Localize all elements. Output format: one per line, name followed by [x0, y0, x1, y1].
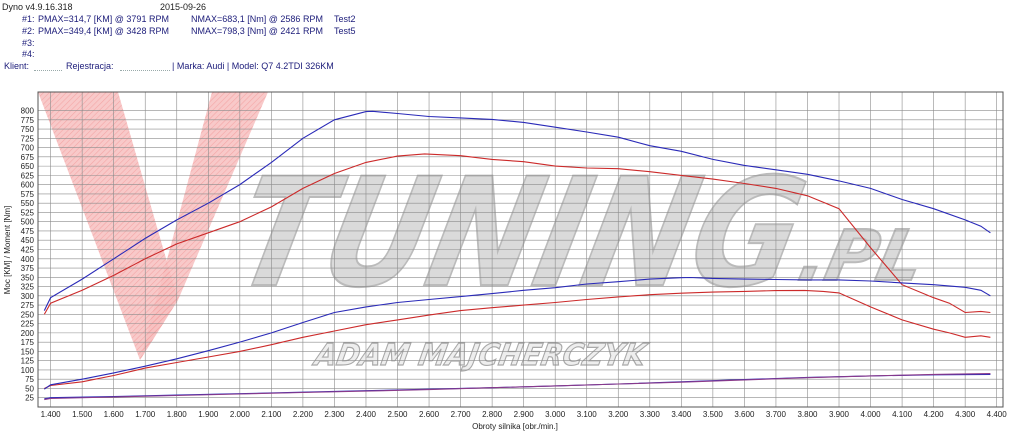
y-tick-label: 550: [21, 199, 35, 208]
logo-v-left: [38, 92, 178, 360]
x-axis-ticks: 1.400 1.500 1.600 1.700 1.800 1.900 2.000 2.100…: [41, 410, 1008, 419]
run-2-pmax: PMAX=349,4 [KM] @ 3428 RPM: [38, 26, 169, 36]
series-line-6: [44, 373, 991, 401]
y-tick-label: 100: [21, 366, 35, 375]
y-tick-label: 625: [21, 171, 35, 180]
x-tick-label: 2.300: [324, 410, 345, 419]
series-line-4: [43, 276, 991, 390]
run-2-id: #2:: [22, 26, 35, 36]
plot-border: [37, 91, 1004, 408]
series-line-3: [44, 289, 991, 389]
x-tick-label: 2.400: [356, 410, 377, 419]
report-date: 2015-09-26: [160, 2, 207, 12]
logo-v-right: [140, 92, 268, 360]
x-tick-label: 1.500: [72, 410, 93, 419]
x-tick-label: 3.900: [829, 410, 850, 419]
y-axis-label: Moc [KM] / Moment [Nm]: [3, 206, 12, 294]
y-tick-label: 150: [21, 347, 35, 356]
x-tick-label: 4.200: [924, 410, 945, 419]
y-tick-label: 500: [21, 218, 35, 227]
x-tick-label: 3.500: [703, 410, 724, 419]
run-1-nmax: NMAX=683,1 [Nm] @ 2586 RPM: [191, 14, 323, 24]
run-2-test: Test5: [334, 26, 356, 36]
y-tick-label: 225: [21, 320, 35, 329]
x-tick-label: 1.800: [167, 410, 188, 419]
y-tick-label: 175: [21, 338, 35, 347]
registration-value-redacted: [120, 62, 170, 71]
y-tick-label: 575: [21, 190, 35, 199]
watermark-author: ADAM MAJCHERCZYK: [310, 338, 650, 373]
client-value-redacted: [34, 62, 62, 71]
y-tick-label: 200: [21, 329, 35, 338]
y-tick-label: 300: [21, 292, 35, 301]
y-tick-label: 25: [25, 394, 34, 403]
y-tick-label: 425: [21, 246, 35, 255]
watermark-domain: .PL: [792, 215, 932, 297]
x-tick-label: 3.800: [797, 410, 818, 419]
x-tick-label: 3.300: [640, 410, 661, 419]
y-axis-ticks: 2550751001251501752002252502753003253503…: [21, 107, 35, 403]
run-3-id: #3:: [22, 38, 35, 48]
y-tick-label: 475: [21, 227, 35, 236]
chart-series: [43, 110, 991, 401]
series-line-1: [43, 153, 991, 315]
y-tick-label: 325: [21, 283, 35, 292]
x-tick-label: 4.400: [987, 410, 1008, 419]
y-tick-label: 775: [21, 116, 35, 125]
x-tick-label: 1.400: [41, 410, 62, 419]
x-tick-label: 2.800: [482, 410, 503, 419]
y-tick-label: 50: [25, 384, 34, 393]
x-tick-label: 4.100: [892, 410, 913, 419]
x-tick-label: 4.000: [861, 410, 882, 419]
x-tick-label: 1.600: [104, 410, 125, 419]
y-tick-label: 250: [21, 310, 35, 319]
x-tick-label: 2.600: [419, 410, 440, 419]
y-tick-label: 450: [21, 236, 35, 245]
x-tick-label: 3.100: [577, 410, 598, 419]
x-tick-label: 1.700: [135, 410, 156, 419]
y-tick-label: 675: [21, 153, 35, 162]
make-model: | Marka: Audi | Model: Q7 4.2TDI 326KM: [172, 61, 334, 71]
client-label: Klient:: [4, 61, 30, 71]
x-tick-label: 2.900: [514, 410, 535, 419]
watermark: TUNING .PL ADAM MAJCHERCZYK: [38, 92, 933, 374]
run-1-id: #1:: [22, 14, 35, 24]
x-tick-label: 3.000: [545, 410, 566, 419]
x-tick-label: 2.200: [293, 410, 314, 419]
y-tick-label: 525: [21, 208, 35, 217]
y-tick-label: 275: [21, 301, 35, 310]
y-tick-label: 800: [21, 107, 35, 116]
series-line-2: [43, 110, 991, 311]
y-tick-label: 375: [21, 264, 35, 273]
y-tick-label: 350: [21, 273, 35, 282]
y-tick-label: 75: [25, 375, 34, 384]
y-tick-label: 650: [21, 162, 35, 171]
run-1-test: Test2: [334, 14, 356, 24]
x-tick-label: 3.200: [608, 410, 629, 419]
watermark-brand: TUNING: [222, 146, 819, 321]
run-2-nmax: NMAX=798,3 [Nm] @ 2421 RPM: [191, 26, 323, 36]
x-tick-label: 3.400: [671, 410, 692, 419]
x-tick-label: 1.900: [198, 410, 219, 419]
x-tick-label: 2.500: [387, 410, 408, 419]
app-version: Dyno v4.9.16.318: [2, 2, 73, 12]
x-tick-label: 3.700: [766, 410, 787, 419]
x-axis-label: Obroty silnika [obr./min.]: [472, 422, 558, 431]
x-tick-label: 4.300: [955, 410, 976, 419]
x-tick-label: 3.600: [734, 410, 755, 419]
y-tick-label: 125: [21, 357, 35, 366]
run-1-pmax: PMAX=314,7 [KM] @ 3791 RPM: [38, 14, 169, 24]
x-tick-label: 2.700: [451, 410, 472, 419]
x-tick-label: 2.100: [261, 410, 282, 419]
y-tick-label: 600: [21, 181, 35, 190]
y-tick-label: 725: [21, 134, 35, 143]
y-tick-label: 700: [21, 144, 35, 153]
x-tick-label: 2.000: [230, 410, 251, 419]
y-tick-label: 750: [21, 125, 35, 134]
registration-label: Rejestracja:: [66, 61, 114, 71]
run-4-id: #4:: [22, 49, 35, 59]
y-tick-label: 400: [21, 255, 35, 264]
